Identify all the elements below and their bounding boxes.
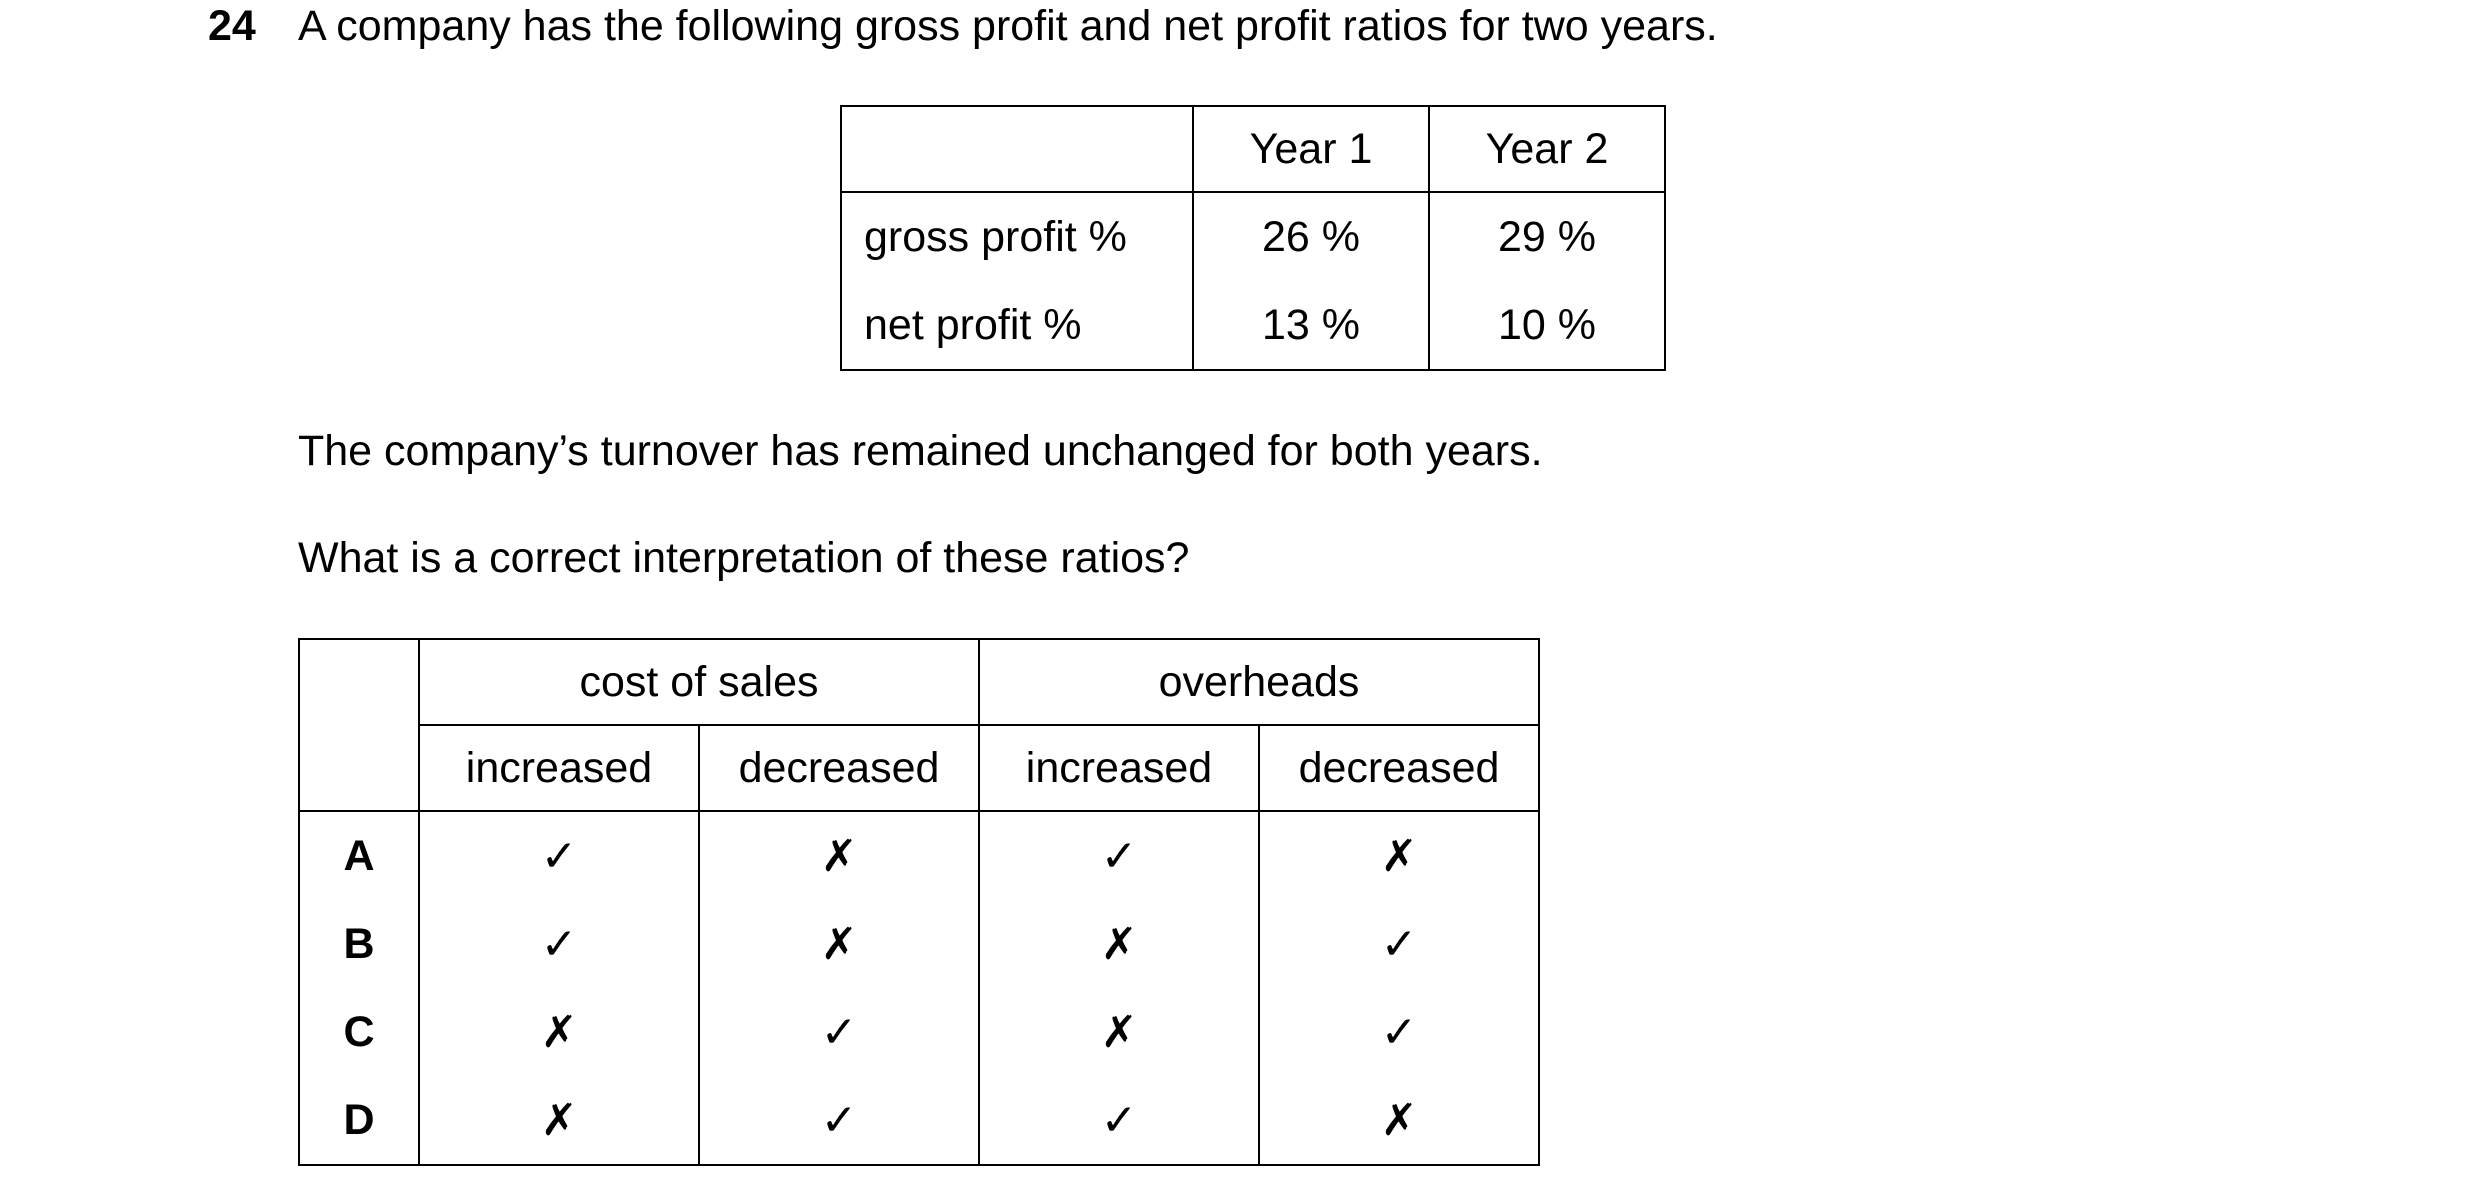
ratio-row-label: net profit % <box>840 281 1194 371</box>
ratio-value-year2: 10 % <box>1428 281 1666 371</box>
ratio-table-corner-cell <box>840 105 1194 193</box>
cross-icon: ✗ <box>1100 1006 1138 1058</box>
ratio-value-year1: 13 % <box>1192 281 1430 371</box>
ratio-table-row: net profit % 13 % 10 % <box>840 281 1666 371</box>
option-mark-cell: ✓ <box>978 1076 1260 1166</box>
ratio-table-row: gross profit % 26 % 29 % <box>840 191 1666 281</box>
option-letter: A <box>298 810 420 900</box>
options-group-header-row: cost of sales overheads <box>298 638 1540 812</box>
ratio-table-header-year1: Year 1 <box>1192 105 1430 193</box>
tick-icon: ✓ <box>1380 918 1418 970</box>
option-row-c: C ✗ ✓ ✗ ✓ <box>298 988 1540 1076</box>
tick-icon: ✓ <box>540 918 578 970</box>
option-mark-cell: ✗ <box>698 900 980 988</box>
option-mark-cell: ✗ <box>978 988 1260 1076</box>
cross-icon: ✗ <box>1380 1094 1418 1146</box>
question-number: 24 <box>208 2 256 50</box>
cross-icon: ✗ <box>540 1094 578 1146</box>
option-mark-cell: ✗ <box>1258 810 1540 900</box>
cross-icon: ✗ <box>820 918 858 970</box>
option-mark-cell: ✓ <box>1258 988 1540 1076</box>
subheader-overheads-increased: increased <box>978 724 1260 812</box>
tick-icon: ✓ <box>1100 1094 1138 1146</box>
option-row-b: B ✓ ✗ ✗ ✓ <box>298 900 1540 988</box>
cross-icon: ✗ <box>820 830 858 882</box>
option-mark-cell: ✓ <box>418 810 700 900</box>
ratio-value-year1: 26 % <box>1192 191 1430 281</box>
tick-icon: ✓ <box>540 830 578 882</box>
tick-icon: ✓ <box>1100 830 1138 882</box>
tick-icon: ✓ <box>820 1006 858 1058</box>
option-mark-cell: ✗ <box>1258 1076 1540 1166</box>
group-header-overheads: overheads <box>978 638 1540 726</box>
subheader-cost-decreased: decreased <box>698 724 980 812</box>
ratio-value-year2: 29 % <box>1428 191 1666 281</box>
option-mark-cell: ✓ <box>418 900 700 988</box>
ratio-table-header-row: Year 1 Year 2 <box>840 105 1666 193</box>
option-mark-cell: ✗ <box>418 988 700 1076</box>
question-prompt: What is a correct interpretation of thes… <box>298 534 1190 582</box>
option-row-d: D ✗ ✓ ✓ ✗ <box>298 1076 1540 1166</box>
options-subheader-row: increased decreased increased decreased <box>299 724 1540 812</box>
option-letter: C <box>298 988 420 1076</box>
option-mark-cell: ✓ <box>698 1076 980 1166</box>
ratio-table-header-year2: Year 2 <box>1428 105 1666 193</box>
cross-icon: ✗ <box>540 1006 578 1058</box>
subheader-cost-increased: increased <box>418 724 700 812</box>
options-table: cost of sales overheads increased decrea… <box>298 638 1540 1166</box>
options-table-corner-cell <box>298 638 420 812</box>
option-row-a: A ✓ ✗ ✓ ✗ <box>298 810 1540 900</box>
group-header-cost-of-sales: cost of sales <box>418 638 980 726</box>
ratio-row-label: gross profit % <box>840 191 1194 281</box>
option-letter: D <box>298 1076 420 1166</box>
option-mark-cell: ✗ <box>418 1076 700 1166</box>
turnover-statement: The company’s turnover has remained unch… <box>298 427 1543 475</box>
option-letter: B <box>298 900 420 988</box>
ratio-table: Year 1 Year 2 gross profit % 26 % 29 % n… <box>840 105 1666 371</box>
option-mark-cell: ✓ <box>1258 900 1540 988</box>
option-mark-cell: ✗ <box>698 810 980 900</box>
cross-icon: ✗ <box>1100 918 1138 970</box>
question-text: A company has the following gross profit… <box>298 2 1718 50</box>
subheader-overheads-decreased: decreased <box>1258 724 1540 812</box>
option-mark-cell: ✓ <box>698 988 980 1076</box>
cross-icon: ✗ <box>1380 830 1418 882</box>
option-mark-cell: ✗ <box>978 900 1260 988</box>
tick-icon: ✓ <box>820 1094 858 1146</box>
tick-icon: ✓ <box>1380 1006 1418 1058</box>
option-mark-cell: ✓ <box>978 810 1260 900</box>
